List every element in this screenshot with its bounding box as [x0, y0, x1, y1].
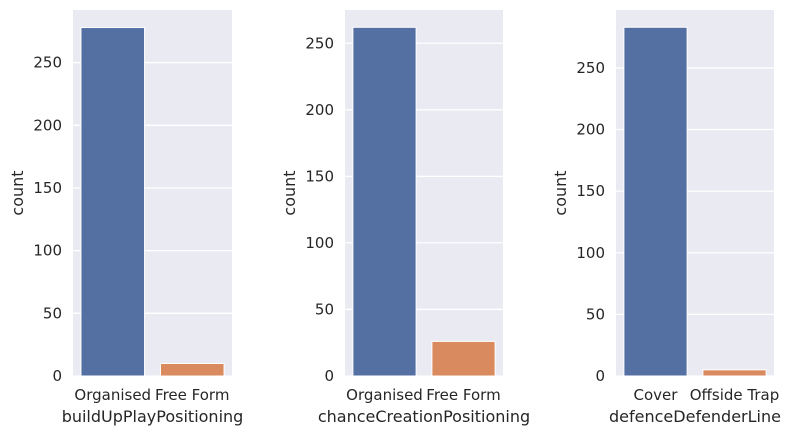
y-axis-label: count — [8, 170, 27, 215]
x-tick-label: Offside Trap — [690, 386, 779, 404]
x-tick-label: Free Form — [155, 386, 229, 404]
y-tick-label: 150 — [576, 182, 605, 200]
y-axis-label: count — [280, 170, 299, 215]
y-tick-label: 50 — [586, 305, 605, 323]
chart-panel-1: 0 50 100 150 200 250 Organised Free Form buildUp… — [8, 10, 243, 426]
chart-panel-2: 0 50 100 150 200 250 Organised Free Form chanceC… — [280, 10, 530, 426]
y-tick-label: 250 — [576, 59, 605, 77]
y-tick-label: 250 — [33, 54, 62, 72]
y-tick-label: 0 — [595, 367, 605, 385]
y-tick-label: 0 — [52, 367, 62, 385]
y-axis-label: count — [551, 170, 570, 215]
y-tick-label: 150 — [305, 167, 334, 185]
y-tick-label: 150 — [33, 179, 62, 197]
bar-organised — [80, 27, 146, 377]
bar-organised — [352, 26, 417, 377]
x-tick-label: Cover — [634, 386, 679, 404]
y-tick-label: 200 — [305, 101, 334, 119]
x-axis-label: defenceDefenderLine — [609, 407, 781, 426]
y-tick-label: 100 — [576, 244, 605, 262]
bar-free-form — [159, 362, 225, 377]
chart-panel-3: 0 50 100 150 200 250 Cover Offside Trap defenceD… — [551, 10, 781, 426]
y-tick-label: 200 — [33, 116, 62, 134]
y-tick-label: 250 — [305, 34, 334, 52]
x-tick-label: Free Form — [426, 386, 500, 404]
y-tick-label: 0 — [324, 367, 334, 385]
y-tick-label: 100 — [305, 234, 334, 252]
y-tick-label: 50 — [43, 304, 62, 322]
bar-free-form — [431, 340, 496, 377]
y-tick-label: 50 — [315, 300, 334, 318]
x-tick-label: Organised — [74, 386, 151, 404]
y-tick-label: 100 — [33, 242, 62, 260]
x-tick-label: Organised — [346, 386, 423, 404]
x-axis-label: chanceCreationPositioning — [318, 407, 530, 426]
y-tick-label: 200 — [576, 121, 605, 139]
bar-offside-trap — [702, 369, 767, 377]
bar-cover — [623, 26, 688, 377]
x-axis-label: buildUpPlayPositioning — [62, 407, 244, 426]
